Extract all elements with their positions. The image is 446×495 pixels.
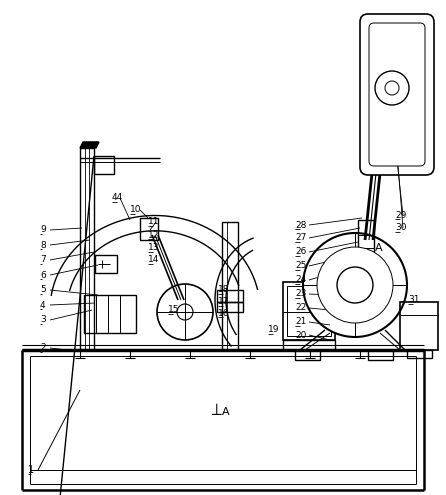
Text: 6: 6: [40, 270, 46, 280]
Text: 23: 23: [295, 290, 306, 298]
Text: 30: 30: [395, 224, 406, 233]
Circle shape: [337, 267, 373, 303]
Text: 2: 2: [40, 344, 45, 352]
Text: 44: 44: [112, 194, 123, 202]
Circle shape: [157, 284, 213, 340]
Bar: [368, 350, 393, 360]
Bar: [84, 295, 136, 333]
Bar: [407, 350, 432, 358]
Text: 8: 8: [40, 241, 46, 249]
Bar: [283, 340, 335, 350]
Bar: [217, 290, 243, 302]
Text: 31: 31: [408, 296, 420, 304]
Text: A: A: [375, 243, 383, 253]
Text: 21: 21: [295, 317, 306, 327]
Circle shape: [303, 233, 407, 337]
Text: 24: 24: [295, 276, 306, 285]
Text: $\perp$: $\perp$: [207, 401, 223, 419]
Text: 1: 1: [28, 465, 34, 475]
Text: 17: 17: [218, 297, 230, 306]
Bar: [94, 156, 114, 174]
Text: 28: 28: [295, 220, 306, 230]
Polygon shape: [86, 142, 91, 148]
Text: 10: 10: [130, 205, 141, 214]
Polygon shape: [88, 142, 93, 148]
Text: 19: 19: [268, 326, 280, 335]
Text: 5: 5: [40, 286, 46, 295]
Bar: [400, 302, 438, 350]
Bar: [95, 255, 117, 273]
Bar: [358, 220, 374, 275]
Polygon shape: [84, 142, 89, 148]
Bar: [217, 302, 243, 312]
Text: 9: 9: [40, 226, 46, 235]
Text: 14: 14: [148, 255, 159, 264]
Bar: [222, 222, 238, 350]
Bar: [140, 218, 158, 240]
FancyBboxPatch shape: [369, 23, 425, 166]
Text: 26: 26: [295, 248, 306, 256]
Circle shape: [375, 71, 409, 105]
Text: 4: 4: [40, 300, 45, 309]
Bar: [287, 286, 331, 336]
Text: 11: 11: [148, 217, 160, 227]
Text: 27: 27: [295, 234, 306, 243]
Bar: [80, 148, 94, 350]
Text: 15: 15: [168, 305, 179, 314]
Text: 12: 12: [148, 231, 159, 240]
Bar: [283, 282, 335, 340]
Circle shape: [317, 247, 393, 323]
Circle shape: [177, 304, 193, 320]
Polygon shape: [82, 142, 87, 148]
Circle shape: [385, 81, 399, 95]
Text: 18: 18: [218, 286, 230, 295]
Text: 16: 16: [218, 308, 230, 317]
Text: 3: 3: [40, 315, 46, 325]
Polygon shape: [80, 142, 85, 148]
Text: 22: 22: [295, 303, 306, 312]
Bar: [295, 350, 320, 360]
Text: 13: 13: [148, 244, 160, 252]
Text: A: A: [222, 407, 230, 417]
Polygon shape: [90, 142, 95, 148]
Text: 7: 7: [40, 255, 46, 264]
Circle shape: [345, 275, 365, 295]
Text: 25: 25: [295, 261, 306, 270]
Text: 20: 20: [295, 331, 306, 340]
Polygon shape: [92, 142, 97, 148]
FancyBboxPatch shape: [360, 14, 434, 175]
Text: 29: 29: [395, 210, 406, 219]
Polygon shape: [94, 142, 99, 148]
